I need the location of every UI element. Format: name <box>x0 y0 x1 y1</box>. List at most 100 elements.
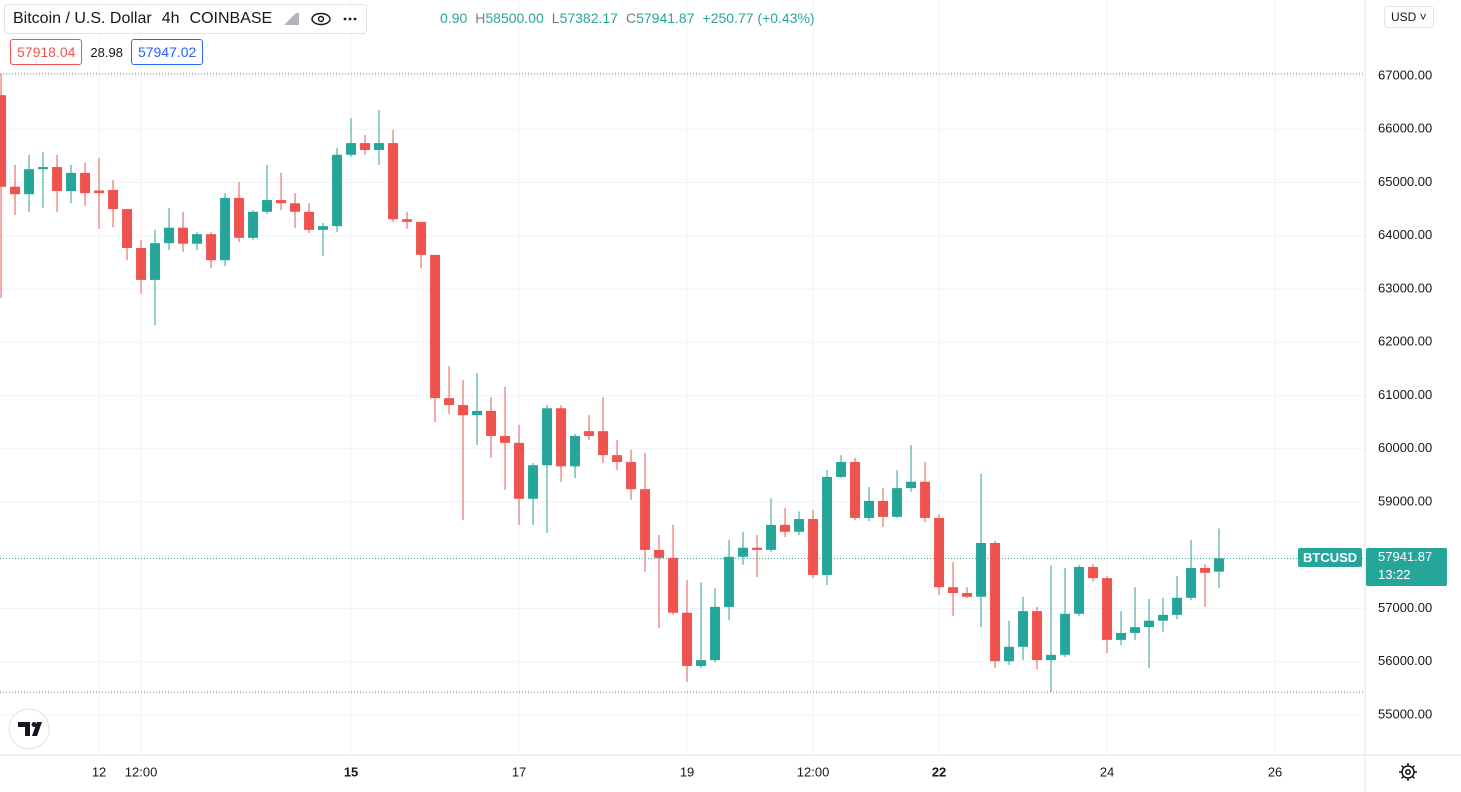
last-price: 57941.87 <box>1378 549 1433 565</box>
y-tick-label: 57000.00 <box>1378 600 1432 615</box>
ticker-tag: BTCUSD <box>1298 548 1363 568</box>
candle-body <box>150 243 161 280</box>
candle-body <box>374 143 385 151</box>
y-tick-label: 65000.00 <box>1378 174 1432 189</box>
candle-body <box>864 500 875 518</box>
candle-body <box>584 431 595 436</box>
candle-body <box>346 143 357 155</box>
candle-body <box>556 408 567 467</box>
close-key: C <box>625 10 637 26</box>
candle-body <box>1186 568 1197 598</box>
x-tick-label: 12:00 <box>125 764 158 779</box>
y-tick-label: 62000.00 <box>1378 334 1432 349</box>
y-tick-label: 60000.00 <box>1378 440 1432 455</box>
candle-body <box>164 227 175 244</box>
symbol-header[interactable]: Bitcoin / U.S. Dollar 4h COINBASE <box>4 4 368 34</box>
candle-body <box>472 410 483 416</box>
candle-body <box>276 200 287 204</box>
y-tick-label: 61000.00 <box>1378 387 1432 402</box>
candle-body <box>696 660 707 666</box>
candle-body <box>262 200 273 212</box>
candle-body <box>458 405 469 416</box>
logo-dot <box>31 722 37 727</box>
candle-body <box>318 226 329 230</box>
candle-body <box>514 442 525 499</box>
x-tick-label: 12 <box>92 764 106 779</box>
x-tick-label: 12:00 <box>797 764 830 779</box>
candle-body <box>528 465 539 499</box>
candle-body <box>836 462 847 477</box>
y-tick-label: 63000.00 <box>1378 280 1432 295</box>
spread: 28.98 <box>90 44 123 60</box>
currency-button[interactable]: USD ˅ <box>1384 6 1434 28</box>
candle-body <box>220 197 231 261</box>
candle-body <box>304 211 315 230</box>
candle-body <box>206 234 217 261</box>
settings-icon[interactable] <box>1399 763 1417 781</box>
y-tick-label: 55000.00 <box>1378 706 1432 721</box>
flag-icon[interactable] <box>282 11 300 27</box>
candle-body <box>1144 620 1155 628</box>
candle-body <box>976 542 987 597</box>
candle-body <box>332 154 343 227</box>
candle-body <box>500 435 511 443</box>
high-value: 58500.00 <box>485 10 544 26</box>
candle-body <box>850 462 861 518</box>
close-value: 57941.87 <box>636 10 695 26</box>
candle-body <box>612 455 623 463</box>
candle-body <box>430 254 441 399</box>
candle-body <box>1102 578 1113 640</box>
candle-body <box>654 549 665 558</box>
candle-body <box>752 547 763 550</box>
high-key: H <box>475 10 486 26</box>
candle-body <box>738 547 749 557</box>
symbol-name: Bitcoin / U.S. Dollar <box>13 10 152 27</box>
candle-body <box>178 227 189 244</box>
candle-body <box>892 488 903 517</box>
candle-body <box>878 500 889 517</box>
candle-body <box>66 172 77 192</box>
candle-body <box>808 519 819 575</box>
candle-body <box>416 221 427 255</box>
candle-body <box>1130 627 1141 633</box>
exchange: COINBASE <box>189 10 273 27</box>
candle-body <box>598 431 609 456</box>
low-value: 57382.17 <box>559 10 618 26</box>
x-tick-label: 15 <box>344 764 358 779</box>
ask[interactable]: 57947.02 <box>130 39 204 65</box>
candle-body <box>990 542 1001 662</box>
y-tick-label: 64000.00 <box>1378 227 1432 242</box>
eye-icon[interactable] <box>310 11 332 27</box>
candle-body <box>192 234 203 244</box>
y-tick-label: 59000.00 <box>1378 493 1432 508</box>
candle-body <box>1060 613 1071 655</box>
candle-body <box>640 489 651 550</box>
candle-body <box>486 410 497 436</box>
x-tick-label: 24 <box>1100 764 1114 779</box>
candle-body <box>1214 558 1225 572</box>
change-value: +250.77 (+0.43%) <box>702 10 815 26</box>
currency: USD <box>1391 10 1417 24</box>
candle-body <box>822 476 833 575</box>
candle-body <box>1018 611 1029 647</box>
candle-body <box>52 167 63 192</box>
candle-body <box>290 203 301 212</box>
candle-body <box>710 606 721 661</box>
candle-body <box>794 519 805 532</box>
bid[interactable]: 57918.04 <box>10 39 83 65</box>
candle-body <box>920 481 931 518</box>
more-icon[interactable] <box>342 11 358 27</box>
interval: 4h <box>161 10 180 27</box>
candle-body <box>0 95 7 187</box>
candle-body <box>10 186 21 195</box>
grid <box>0 0 1365 754</box>
tv-logo[interactable] <box>8 708 50 750</box>
candle-body <box>444 398 455 406</box>
candle-body <box>1032 611 1043 661</box>
candle-body <box>1172 597 1183 615</box>
candle-body <box>360 143 371 151</box>
